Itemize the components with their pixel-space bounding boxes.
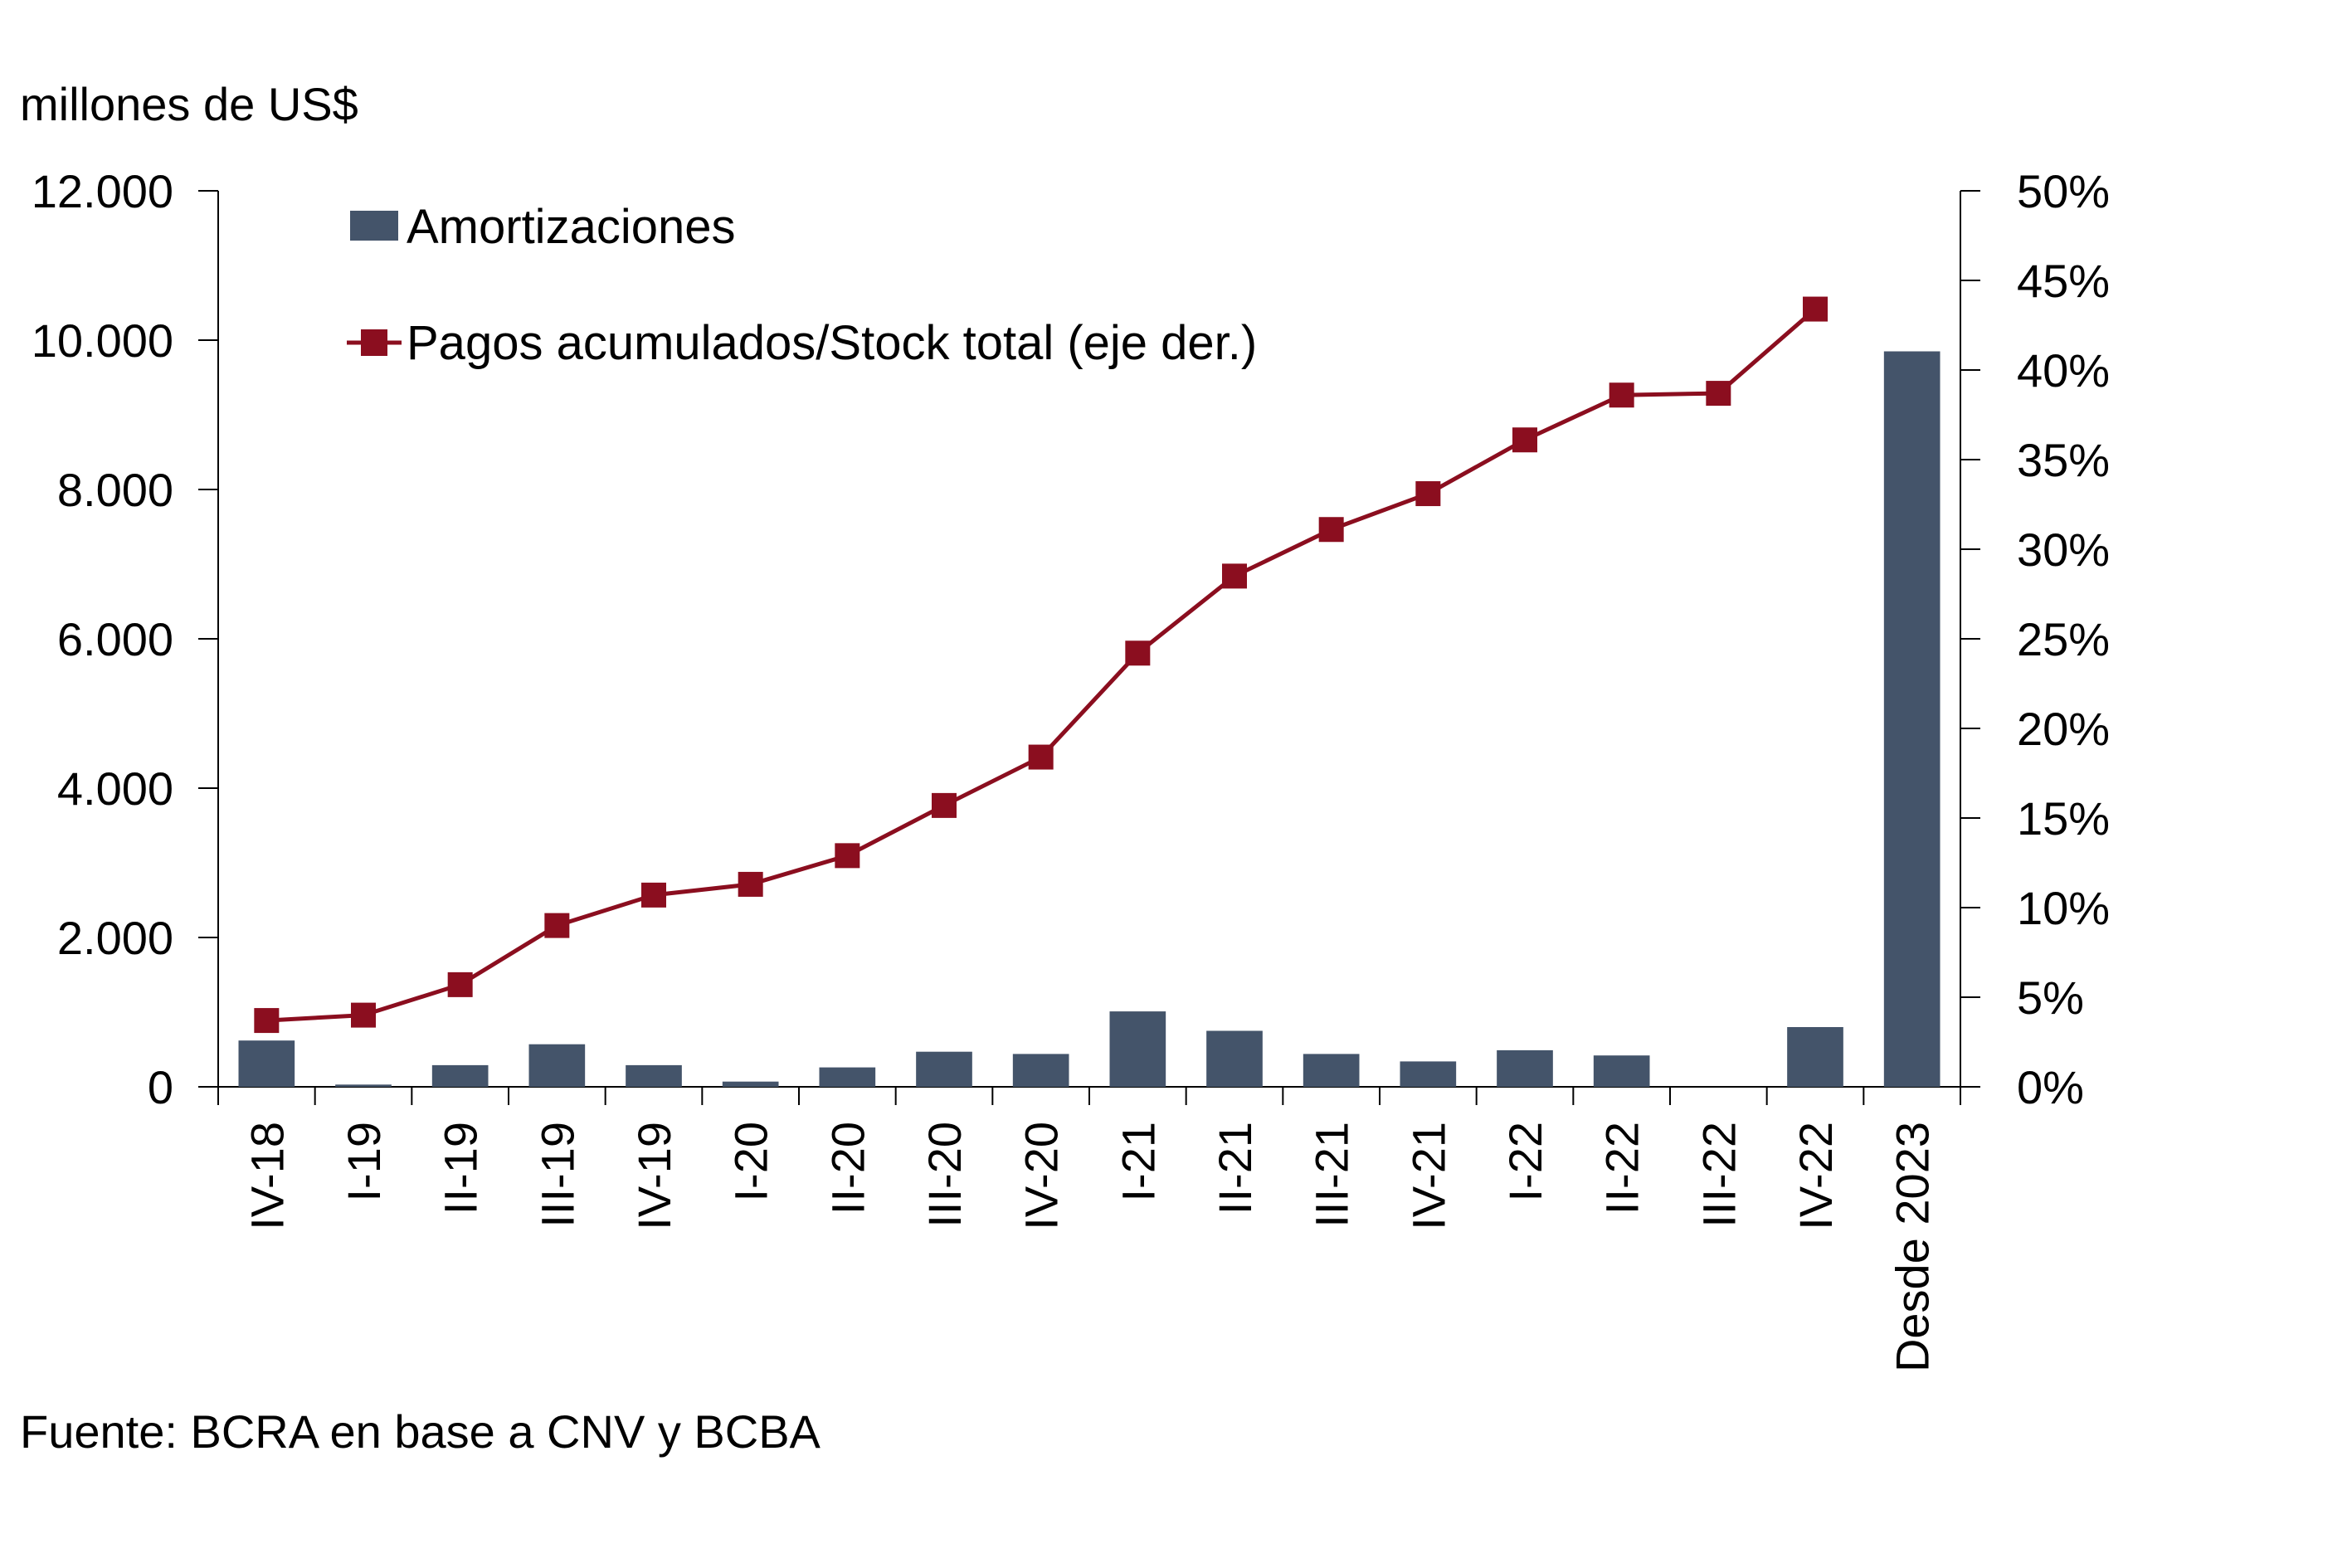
bar — [626, 1064, 682, 1087]
left-axis-tick-label: 8.000 — [57, 464, 173, 516]
category-label: II-19 — [435, 1122, 487, 1215]
category-label: IV-22 — [1790, 1122, 1842, 1230]
bar — [1787, 1027, 1843, 1087]
bar — [1303, 1054, 1360, 1087]
line-point — [254, 1008, 280, 1034]
right-axis-tick-label: 35% — [2017, 434, 2110, 486]
category-label: I-19 — [338, 1122, 390, 1202]
category-label: I-22 — [1499, 1122, 1551, 1202]
category-label: IV-21 — [1402, 1122, 1454, 1230]
category-label: III-21 — [1306, 1122, 1358, 1228]
bar — [431, 1064, 489, 1087]
bar — [1206, 1030, 1263, 1087]
left-axis-tick-label: 0 — [148, 1061, 173, 1113]
left-axis-tick-label: 4.000 — [57, 762, 173, 815]
category-label: III-22 — [1692, 1122, 1745, 1228]
line-point — [1318, 517, 1344, 543]
line-point — [1706, 381, 1731, 407]
bar — [1497, 1049, 1553, 1087]
line-point — [738, 871, 763, 897]
legend-swatch-pagos-marker — [361, 329, 387, 356]
category-label: III-19 — [531, 1122, 583, 1228]
legend-label-amortizaciones: Amortizaciones — [407, 200, 735, 254]
line-point — [544, 913, 570, 938]
line-point — [1803, 296, 1828, 322]
legend-label-pagos: Pagos acumulados/Stock total (eje der.) — [407, 316, 1257, 370]
right-axis-tick-label: 40% — [2017, 344, 2110, 397]
bar — [722, 1081, 779, 1087]
line-point — [1512, 427, 1537, 453]
right-axis-tick-label: 0% — [2017, 1061, 2084, 1113]
category-label: IV-20 — [1015, 1122, 1068, 1230]
bar — [1400, 1061, 1457, 1087]
left-axis-unit-label: millones de US$ — [20, 78, 358, 130]
category-label: III-20 — [918, 1122, 971, 1228]
bar — [1109, 1011, 1166, 1087]
line-point — [835, 843, 860, 869]
bar — [335, 1084, 392, 1087]
right-axis-tick-label: 15% — [2017, 792, 2110, 845]
category-label: II-21 — [1209, 1122, 1261, 1215]
right-axis-tick-label: 20% — [2017, 703, 2110, 755]
bar — [1593, 1055, 1650, 1087]
bar — [916, 1051, 972, 1087]
bar — [819, 1067, 876, 1087]
category-label: Desde 2023 — [1887, 1122, 1939, 1372]
bar-series — [238, 351, 1941, 1087]
bar — [1012, 1054, 1069, 1087]
source-note: Fuente: BCRA en base a CNV y BCBA — [20, 1405, 821, 1458]
left-axis-tick-label: 6.000 — [57, 613, 173, 665]
right-axis-tick-label: 50% — [2017, 165, 2110, 217]
bar — [528, 1044, 586, 1087]
category-label: II-20 — [821, 1122, 874, 1215]
line-point — [1125, 640, 1151, 666]
line-point — [351, 1002, 376, 1028]
right-axis-tick-label: 10% — [2017, 882, 2110, 934]
category-label: I-20 — [725, 1122, 777, 1202]
line-point — [1028, 744, 1054, 770]
axes — [198, 190, 1980, 1105]
right-axis-tick-label: 30% — [2017, 523, 2110, 576]
bar — [1883, 351, 1941, 1087]
line-point — [641, 882, 666, 908]
bar — [238, 1040, 295, 1087]
category-label: II-22 — [1596, 1122, 1648, 1215]
tick-labels: 0 2.000 4.000 6.000 8.000 10.000 12.000 0% 5% 10%… — [32, 165, 2110, 1113]
line-point — [1415, 481, 1441, 507]
right-axis-tick-label: 25% — [2017, 613, 2110, 665]
line-point — [1222, 563, 1247, 589]
line-point — [932, 792, 957, 818]
line-point — [447, 971, 473, 997]
left-axis-tick-label: 10.000 — [32, 314, 173, 367]
left-axis-tick-label: 2.000 — [57, 912, 173, 964]
right-axis-tick-label: 5% — [2017, 971, 2084, 1024]
legend: Amortizaciones Pagos acumulados/Stock to… — [347, 200, 1257, 370]
line-series — [254, 296, 1828, 1034]
line-point — [1609, 382, 1634, 408]
category-labels: IV-18 I-19 II-19 III-19 IV-19 I-20 II-20 III-20… — [241, 1122, 1938, 1372]
line-series-path — [266, 307, 1817, 1023]
category-label: I-21 — [1112, 1122, 1164, 1202]
left-axis-tick-label: 12.000 — [32, 165, 173, 217]
right-axis-tick-label: 45% — [2017, 255, 2110, 307]
category-label: IV-19 — [628, 1122, 680, 1230]
category-label: IV-18 — [241, 1122, 293, 1230]
legend-swatch-amortizaciones — [350, 211, 398, 241]
